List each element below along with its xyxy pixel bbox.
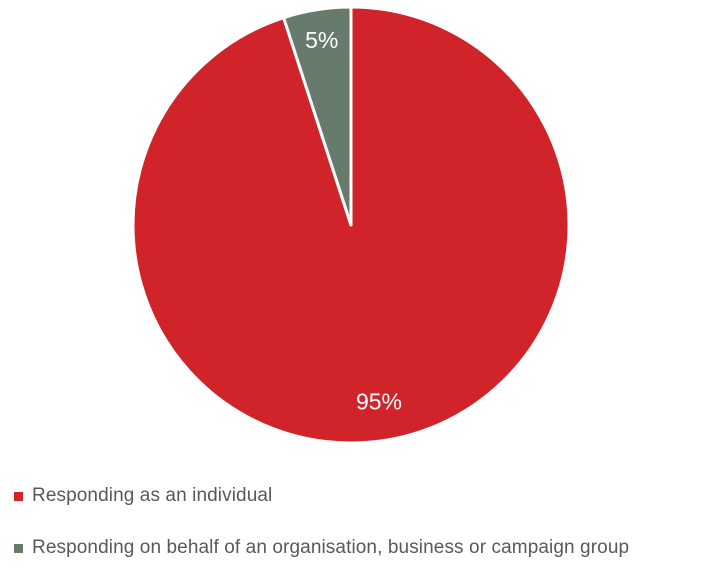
- legend: Responding as an individual Responding o…: [14, 478, 699, 582]
- data-label-organisation: 5%: [305, 27, 338, 53]
- pie-slices: [131, 5, 571, 445]
- pie-slice-organisation: [282, 5, 353, 227]
- pie-chart: 95% 5%: [131, 5, 571, 445]
- legend-swatch-individual: [14, 491, 23, 501]
- legend-label-organisation: Responding on behalf of an organisation,…: [32, 537, 630, 558]
- legend-item-organisation: Responding on behalf of an organisation,…: [14, 530, 699, 566]
- data-label-individual: 95%: [356, 389, 402, 415]
- pie-data-labels: 95% 5%: [305, 27, 402, 415]
- legend-swatch-organisation: [14, 543, 23, 553]
- legend-item-individual: Responding as an individual: [14, 478, 699, 514]
- legend-label-individual: Responding as an individual: [32, 485, 273, 506]
